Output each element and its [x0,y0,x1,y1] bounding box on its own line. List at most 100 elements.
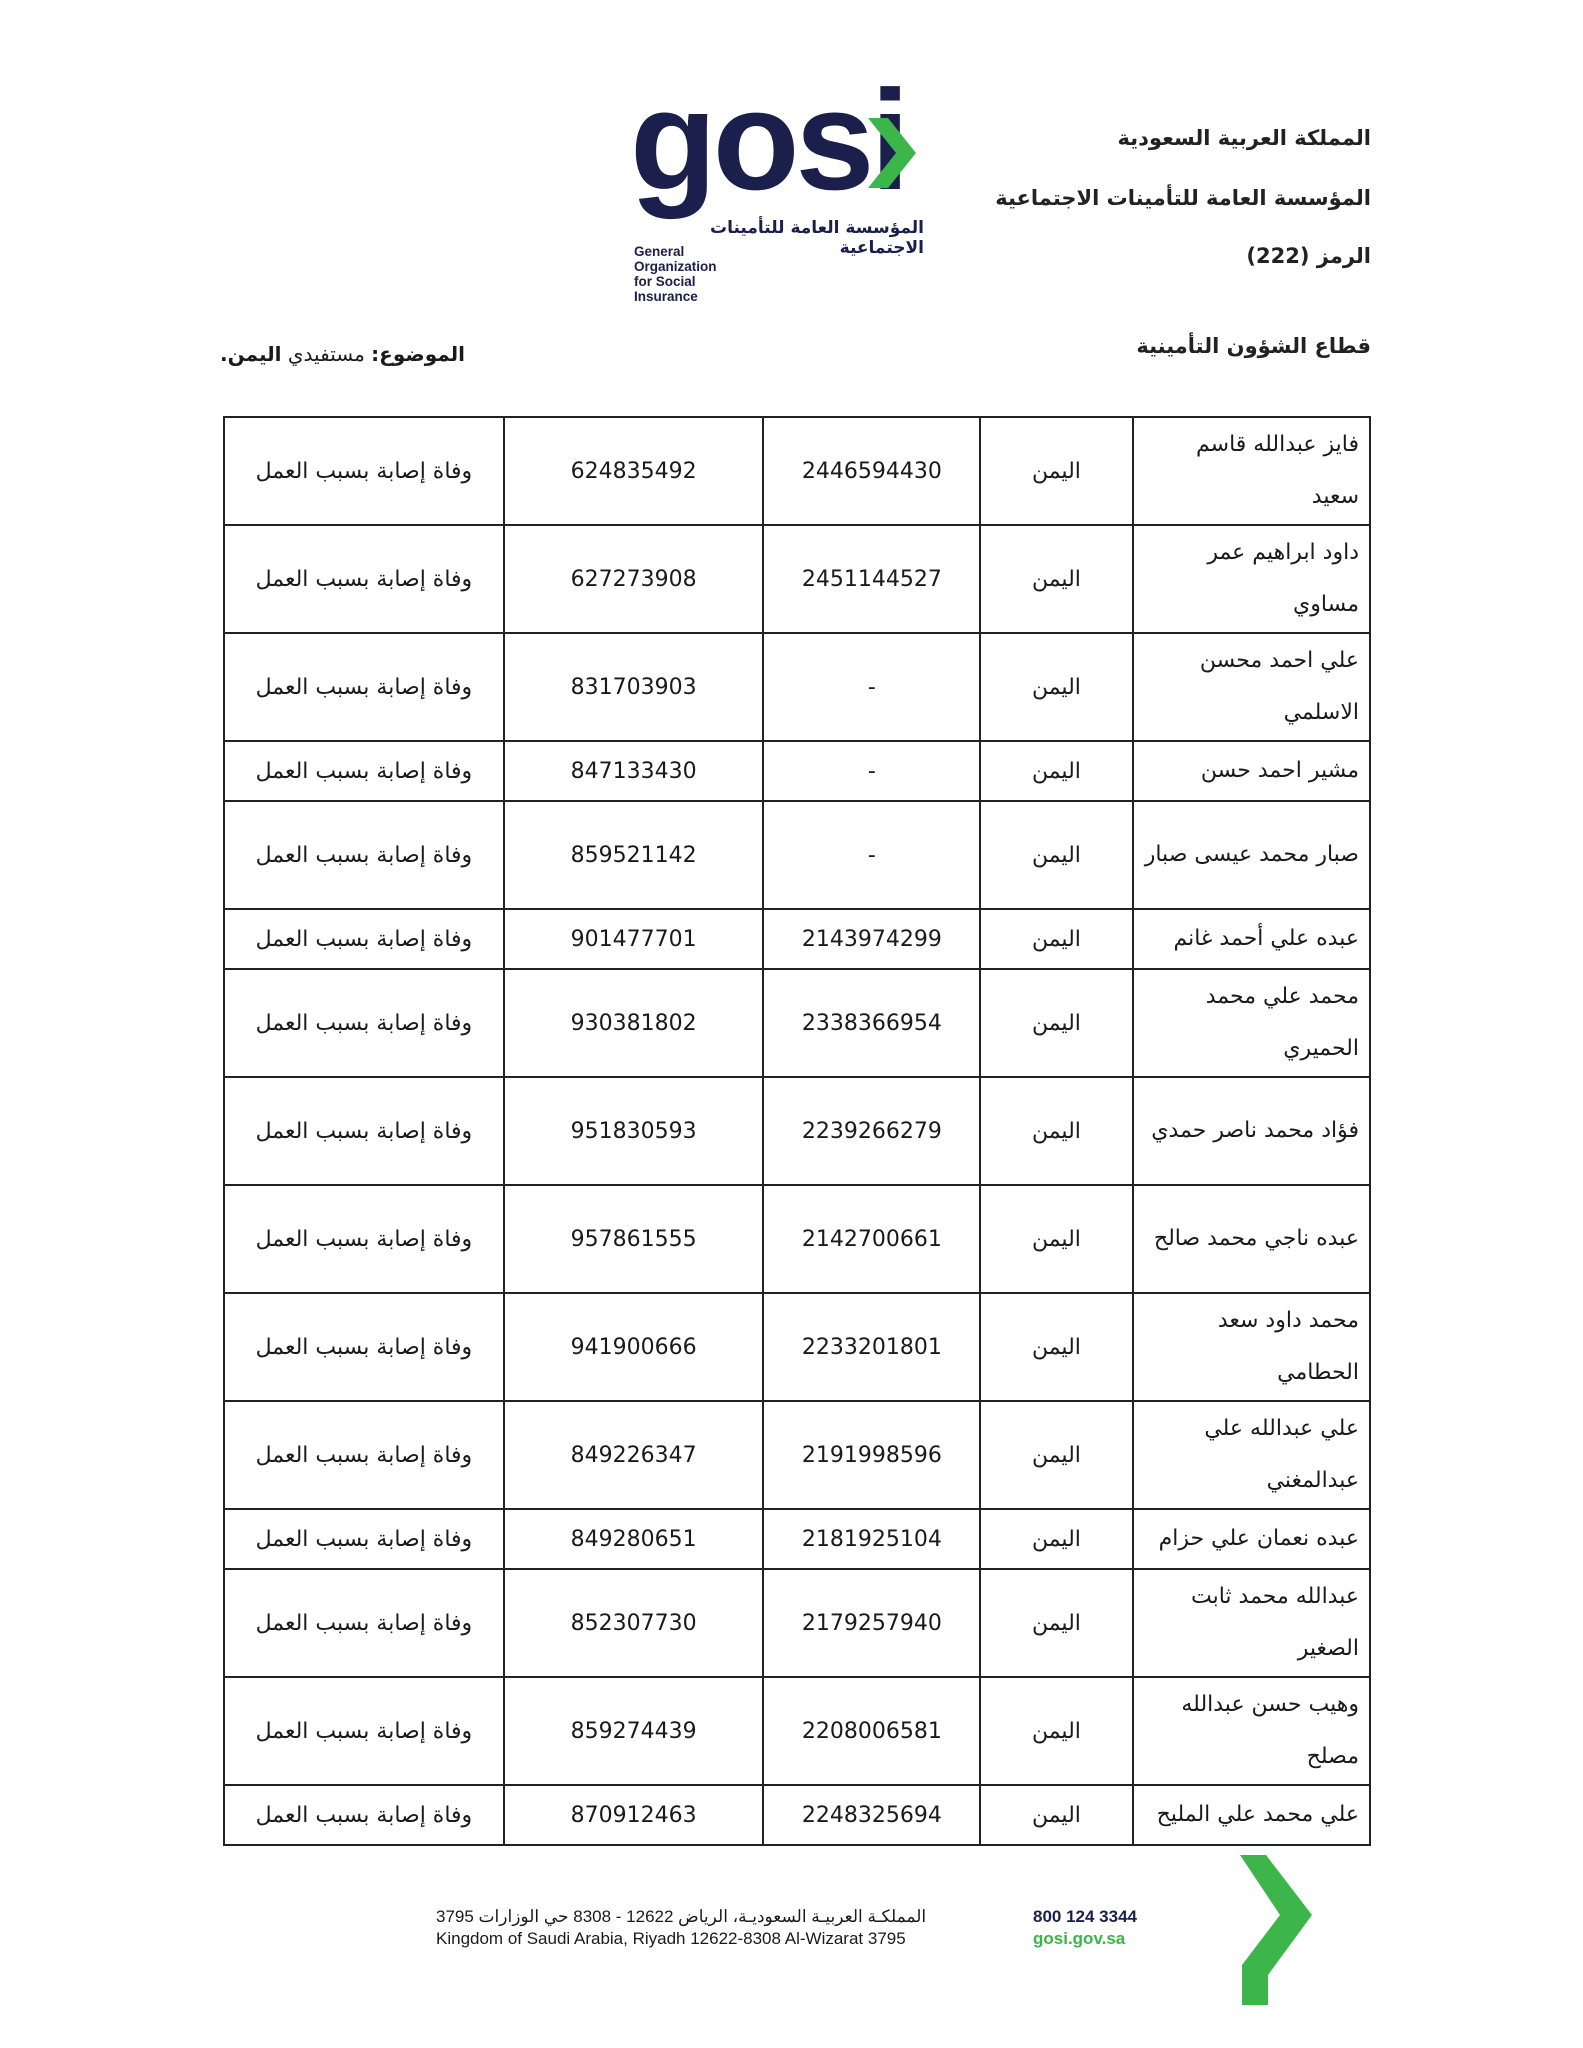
letterhead-organization: المؤسسة العامة للتأمينات الاجتماعية [995,186,1371,210]
cell-number: 951830593 [502,1076,765,1186]
cell-name: علي عبدالله علي عبدالمغني [1131,1400,1372,1510]
cell-country: اليمن [979,1292,1134,1402]
subject-line: الموضوع: مستفيدي اليمن. [220,342,465,366]
cell-name: علي محمد علي المليح [1131,1784,1372,1846]
cell-country: اليمن [979,908,1134,970]
cell-name: عبدالله محمد ثابت الصغير [1131,1568,1372,1678]
table-row: علي احمد محسن الاسلمي اليمن -831703903 وفاة… [223,632,1372,742]
cell-name: صبار محمد عيسى صبار [1131,800,1372,910]
cell-reason: وفاة إصابة بسبب العمل [223,968,505,1078]
cell-reason: وفاة إصابة بسبب العمل [223,1568,505,1678]
cell-country: اليمن [979,524,1134,634]
cell-id-number: 2191998596 [762,1400,982,1510]
footer-website[interactable]: gosi.gov.sa [1033,1929,1126,1948]
subject-emphasis: اليمن. [220,342,282,366]
cell-name: عبده علي أحمد غانم [1131,908,1372,970]
footer-address-en: Kingdom of Saudi Arabia, Riyadh 12622-83… [436,1929,906,1948]
cell-number: 941900666 [502,1292,765,1402]
cell-number: 870912463 [502,1784,765,1846]
table-row: محمد داود سعد الحطامي اليمن 2233201801 9419… [223,1292,1372,1402]
table-row: عبده نعمان علي حزام اليمن 2181925104 849280… [223,1508,1372,1570]
letterhead-country: المملكة العربية السعودية [1117,126,1371,150]
table-row: عبدالله محمد ثابت الصغير اليمن 2179257940 8… [223,1568,1372,1678]
cell-number: 849280651 [502,1508,765,1570]
footer-address: المملكـة العربيـة السعوديـة، الرياض 1262… [436,1906,936,1950]
table-row: علي عبدالله علي عبدالمغني اليمن 2191998596… [223,1400,1372,1510]
cell-country: اليمن [979,1400,1134,1510]
table-row: وهيب حسن عبدالله مصلح اليمن 2208006581 8592… [223,1676,1372,1786]
table-row: فايز عبدالله قاسم سعيد اليمن 2446594430 624… [223,416,1372,526]
cell-reason: وفاة إصابة بسبب العمل [223,1076,505,1186]
footer-chevron-icon [1240,1855,1312,2005]
cell-country: اليمن [979,1784,1134,1846]
cell-number: 849226347 [502,1400,765,1510]
cell-reason: وفاة إصابة بسبب العمل [223,1400,505,1510]
table-row: علي محمد علي المليح اليمن 2248325694 870912… [223,1784,1372,1846]
cell-number: 624835492 [502,416,765,526]
cell-name: علي احمد محسن الاسلمي [1131,632,1372,742]
table-row: داود ابراهيم عمر مساوي اليمن 2451144527 627… [223,524,1372,634]
cell-number: 930381802 [502,968,765,1078]
cell-id-number: - [762,740,982,802]
cell-reason: وفاة إصابة بسبب العمل [223,740,505,802]
cell-country: اليمن [979,800,1134,910]
cell-name: وهيب حسن عبدالله مصلح [1131,1676,1372,1786]
table-row: محمد علي محمد الحميري اليمن 2338366954 9303… [223,968,1372,1078]
table-row: صبار محمد عيسى صبار اليمن -859521142 وفاة إ… [223,800,1372,910]
cell-id-number: 2181925104 [762,1508,982,1570]
cell-id-number: 2143974299 [762,908,982,970]
cell-country: اليمن [979,632,1134,742]
cell-number: 859274439 [502,1676,765,1786]
beneficiaries-table: فايز عبدالله قاسم سعيد اليمن 2446594430 624… [223,416,1372,1846]
cell-id-number: 2233201801 [762,1292,982,1402]
cell-id-number: 2239266279 [762,1076,982,1186]
cell-name: داود ابراهيم عمر مساوي [1131,524,1372,634]
table-row: فؤاد محمد ناصر حمدي اليمن 2239266279 951830… [223,1076,1372,1186]
cell-name: فايز عبدالله قاسم سعيد [1131,416,1372,526]
footer-phone: 800 124 3344 [1033,1907,1137,1926]
cell-number: 901477701 [502,908,765,970]
cell-id-number: 2248325694 [762,1784,982,1846]
cell-reason: وفاة إصابة بسبب العمل [223,416,505,526]
cell-reason: وفاة إصابة بسبب العمل [223,1784,505,1846]
logo-english-name: General Organization for Social Insuranc… [634,244,717,304]
subject-label: الموضوع: [371,342,466,366]
cell-country: اليمن [979,968,1134,1078]
cell-number: 831703903 [502,632,765,742]
cell-country: اليمن [979,1508,1134,1570]
cell-id-number: 2338366954 [762,968,982,1078]
cell-number: 957861555 [502,1184,765,1294]
cell-country: اليمن [979,1676,1134,1786]
cell-name: محمد داود سعد الحطامي [1131,1292,1372,1402]
cell-name: عبده نعمان علي حزام [1131,1508,1372,1570]
cell-id-number: - [762,800,982,910]
table-row: عبده علي أحمد غانم اليمن 2143974299 9014777… [223,908,1372,970]
cell-name: محمد علي محمد الحميري [1131,968,1372,1078]
cell-country: اليمن [979,1568,1134,1678]
subject-text: مستفيدي [281,342,365,366]
chevron-right-icon [868,118,916,188]
cell-number: 847133430 [502,740,765,802]
cell-id-number: 2446594430 [762,416,982,526]
cell-name: فؤاد محمد ناصر حمدي [1131,1076,1372,1186]
table-row: مشير احمد حسن اليمن -847133430 وفاة إصابة ب… [223,740,1372,802]
cell-country: اليمن [979,416,1134,526]
letterhead-sector: قطاع الشؤون التأمينية [1136,334,1371,358]
cell-reason: وفاة إصابة بسبب العمل [223,1508,505,1570]
cell-number: 852307730 [502,1568,765,1678]
logo-wordmark: gosi [630,61,910,220]
cell-id-number: 2208006581 [762,1676,982,1786]
cell-id-number: 2451144527 [762,524,982,634]
cell-reason: وفاة إصابة بسبب العمل [223,524,505,634]
cell-country: اليمن [979,740,1134,802]
cell-name: مشير احمد حسن [1131,740,1372,802]
letterhead-code: الرمز (222) [1246,244,1371,268]
cell-number: 627273908 [502,524,765,634]
cell-country: اليمن [979,1076,1134,1186]
cell-id-number: 2179257940 [762,1568,982,1678]
cell-reason: وفاة إصابة بسبب العمل [223,800,505,910]
table-row: عبده ناجي محمد صالح اليمن 2142700661 957861… [223,1184,1372,1294]
cell-id-number: - [762,632,982,742]
footer-address-ar: المملكـة العربيـة السعوديـة، الرياض 1262… [436,1907,927,1926]
cell-reason: وفاة إصابة بسبب العمل [223,632,505,742]
